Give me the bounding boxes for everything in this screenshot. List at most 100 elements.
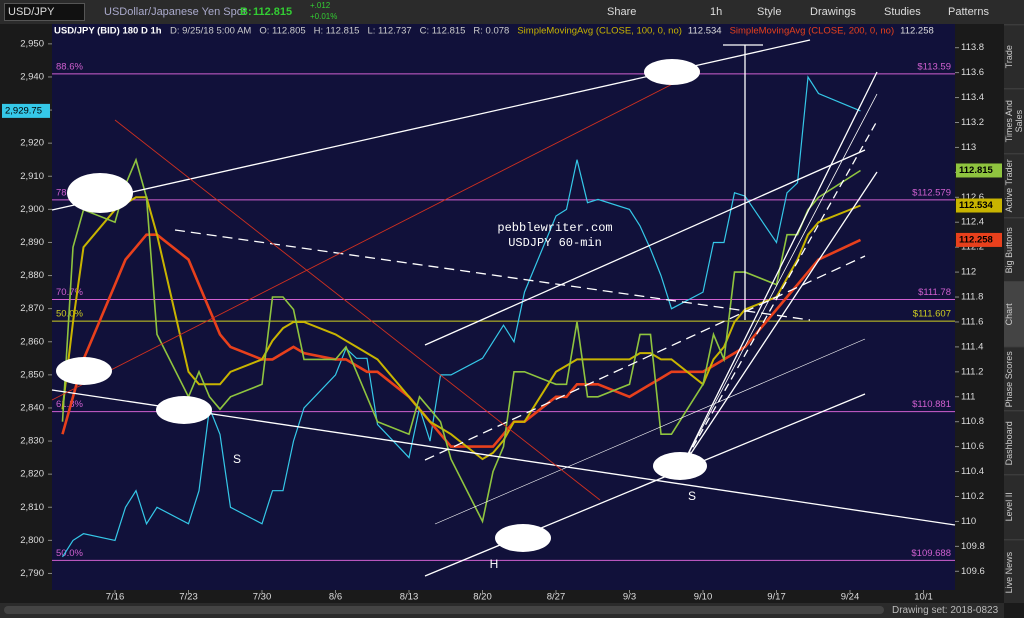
trendline [679,120,878,471]
side-tab[interactable]: Active Trader [1004,152,1024,218]
side-tab[interactable]: Big Buttons [1004,217,1024,283]
trendline [424,149,866,346]
left-axis-bg [0,24,52,603]
side-tabs: Trade Times And Sales Active Trader Big But… [1004,24,1024,604]
last-value-label: 112.258 [959,234,993,245]
y-tick-label: 111.2 [961,366,983,377]
side-tab[interactable]: Times And Sales [1004,88,1024,154]
toolbar-button[interactable]: Share [607,6,637,18]
y-tick-label: 109.6 [961,566,985,577]
y2-tick-label: 2,940 [20,71,44,82]
y-tick-label: 111.8 [961,292,983,303]
y2-tick-label: 2,950 [20,38,44,49]
ohlc-info: L: 112.737 [367,26,411,37]
x-tick-label: 8/13 [400,592,419,603]
side-tab[interactable]: Dashboard [1004,410,1024,476]
legend-value: 112.258 [900,26,934,37]
legend-entry: SimpleMovingAvg (CLOSE, 100, 0, no) [517,26,682,37]
y-tick-label: 113 [961,142,976,153]
y2-tick-label: 2,810 [20,502,44,513]
series-line [61,75,861,558]
bid-price: 112.815 [253,6,293,18]
x-tick-label: 8/27 [547,592,566,603]
annotation: S [233,452,241,466]
trendline [679,93,878,471]
y-tick-label: 110.8 [961,416,984,427]
y-tick-label: 113.2 [961,117,984,128]
y-tick-label: 112.2 [961,242,984,253]
y2-tick-label: 2,840 [20,402,44,413]
y-tick-label: 110.4 [961,466,984,477]
x-tick-label: 7/23 [179,592,198,603]
y-tick-label: 113.8 [961,42,984,53]
chart-title: USD/JPY (BID) 180 D 1h [54,26,162,37]
y-tick-label: 113.6 [961,67,984,78]
y-tick-label: 112 [961,267,976,278]
toolbar-button[interactable]: Drawings [810,6,856,18]
ellipses [56,59,707,552]
trendline [174,229,811,321]
side-tab[interactable]: Level II [1004,474,1024,540]
series-line [61,157,861,524]
y-tick-label: 110.2 [961,491,984,502]
y2-tick-label: 2,860 [20,336,44,347]
symbol-box[interactable]: USD/JPY [4,3,85,21]
red-lines [51,69,701,501]
last-value-tag [956,163,1002,178]
y-tick-label: 111.4 [961,341,983,352]
last-value-tag [2,103,50,118]
level-label: $111.78 [918,287,951,298]
annotation: pebblewriter.com [497,221,612,235]
side-tab[interactable]: Live News [1004,538,1024,604]
scrollbar[interactable] [4,606,884,614]
y-tick-label: 111 [961,391,975,402]
annotation: USDJPY 60-min [508,236,602,250]
y2-tick-label: 2,870 [20,303,44,314]
marker-ellipse [653,452,707,480]
trendline [434,338,866,525]
toolbar-button[interactable]: Style [757,6,782,18]
ohlc-info: D: 9/25/18 5:00 AM [170,26,251,37]
red-line [51,69,701,401]
change: +.012 [310,1,331,10]
annotation: H [490,557,499,571]
status-bar: Drawing set: 2018-0823 [0,603,1004,618]
legend-entry: SimpleMovingAvg (CLOSE, 200, 0, no) [730,26,895,37]
last-value-tag [956,198,1002,213]
bid-label: B: [240,6,252,18]
side-tab[interactable]: Chart [1004,281,1024,347]
side-tab[interactable]: Trade [1004,24,1024,90]
ohlc-info: O: 112.805 [259,26,305,37]
side-tab[interactable]: Phase Scores [1004,345,1024,411]
toolbar-button[interactable]: Patterns [948,6,989,18]
level-label: $112.579 [912,187,951,198]
y2-tick-label: 2,900 [20,204,44,215]
marker-ellipse [156,396,212,424]
x-tick-label: 8/6 [329,592,342,603]
toolbar: USD/JPY USDollar/Japanese Yen Spot B: 11… [0,0,1024,25]
ohlc-info: R: 0.078 [473,26,509,37]
y2-tick-label: 2,820 [20,469,44,480]
trendline [679,71,878,471]
y-tick-label: 112.4 [961,217,984,228]
marker-ellipse [644,59,700,85]
toolbar-button[interactable]: 1h [710,6,723,18]
x-tick-label: 7/30 [253,592,272,603]
last-value-label: 2,929.75 [5,105,42,116]
marker-ellipse [56,357,112,385]
level-label: $111.607 [913,309,951,320]
x-tick-label: 9/17 [767,592,786,603]
x-tick-label: 8/20 [473,592,492,603]
x-tick-label: 10/1 [914,592,933,603]
y-tick-label: 113.4 [961,92,984,103]
annotation: S [688,489,696,503]
y2-tick-label: 2,920 [20,138,44,149]
y2-tick-label: 2,880 [20,270,44,281]
y-tick-label: 109.8 [961,541,985,552]
level-name: 88.6% [56,61,83,72]
toolbar-button[interactable]: Studies [884,6,921,18]
level-label: $109.688 [911,548,951,559]
level-label: $113.59 [917,61,951,72]
level-name: 50.0% [56,548,83,559]
